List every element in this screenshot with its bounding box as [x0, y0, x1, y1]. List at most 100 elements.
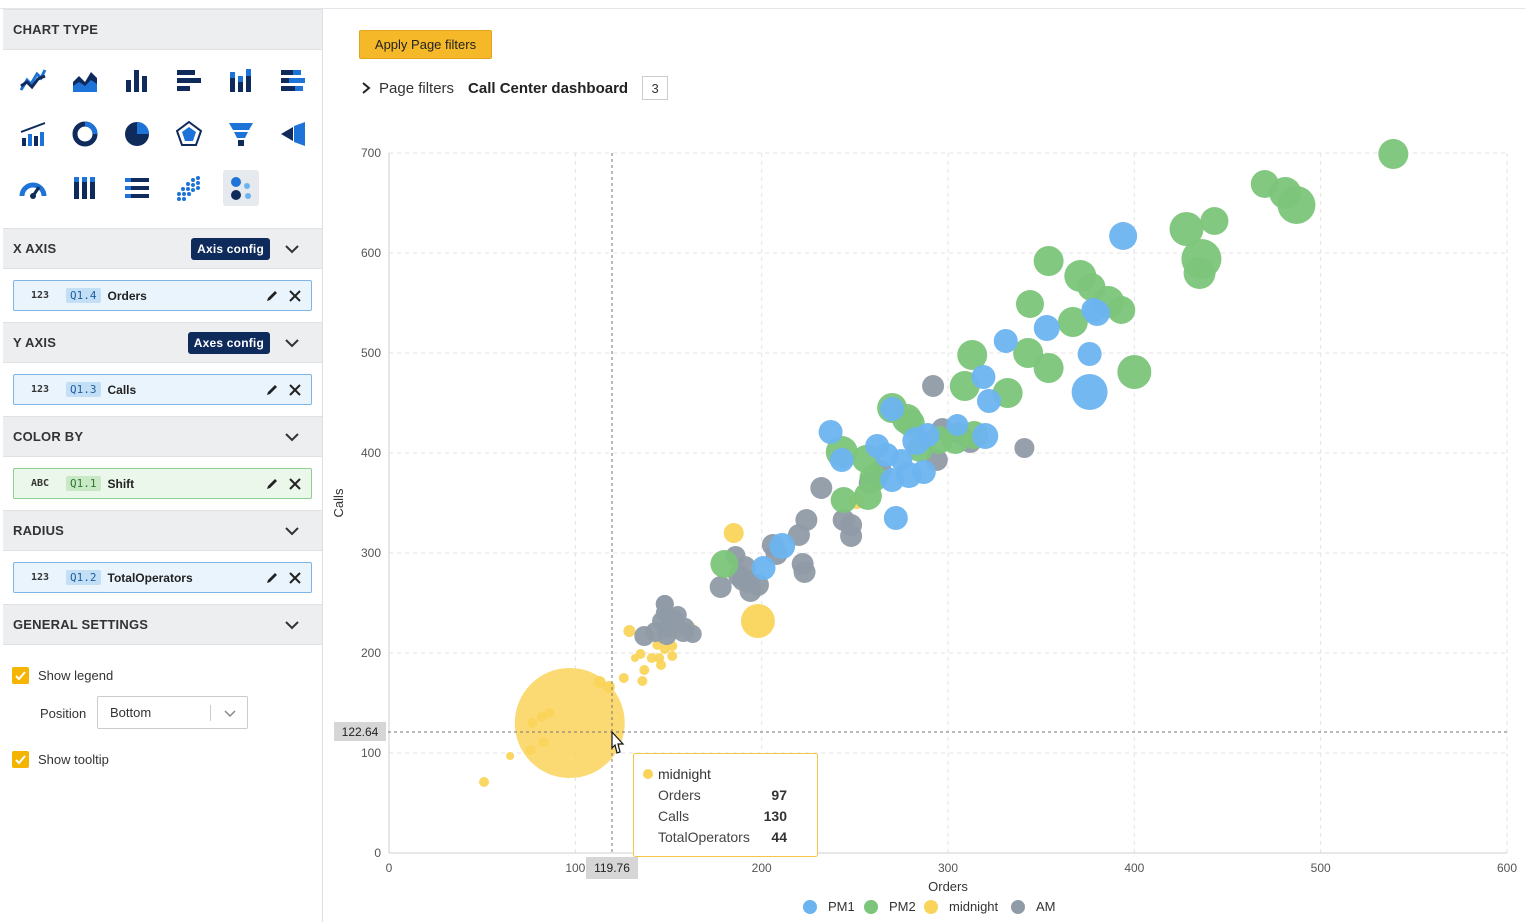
y-axis-header[interactable]: Y AXIS Axes config [3, 322, 322, 363]
axis-config-button[interactable]: Axis config [191, 238, 270, 260]
x-axis-header[interactable]: X AXIS Axis config [3, 228, 322, 269]
chevron-right-icon[interactable] [359, 81, 373, 95]
stacked-column-icon[interactable] [223, 62, 259, 98]
chevron-down-icon[interactable] [284, 429, 300, 445]
bubble-point-pm2 [710, 550, 739, 578]
bubble-point-midnight [740, 604, 775, 638]
axes-config-button[interactable]: Axes config [187, 332, 270, 354]
bubble-point-am [1014, 438, 1035, 458]
bubble-point-midnight [667, 651, 678, 661]
bubble-point-am [683, 625, 702, 643]
legend-position-value: Bottom [110, 705, 152, 720]
radar-chart-icon[interactable] [171, 116, 207, 152]
column-chart-icon[interactable] [119, 62, 155, 98]
x-axis-title: X AXIS [13, 241, 57, 256]
radius-header[interactable]: RADIUS [3, 510, 322, 551]
bubble-point-pm1 [911, 460, 936, 484]
bubble-point-pm1 [1077, 342, 1102, 366]
page-filters-label[interactable]: Page filters [379, 79, 455, 97]
show-legend-label: Show legend [38, 668, 114, 683]
x-tick-label: 100 [565, 861, 585, 875]
column-table-icon[interactable] [67, 170, 103, 206]
area-chart-icon[interactable] [67, 62, 103, 98]
combo-chart-icon[interactable] [15, 116, 51, 152]
legend-label-am: AM [1036, 899, 1056, 914]
bubble-point-midnight [630, 654, 639, 662]
color-by-field[interactable]: ABC Q1.1 Shift [13, 468, 312, 499]
tooltip-series-name: midnight [658, 766, 711, 782]
color-by-header[interactable]: COLOR BY [3, 416, 322, 457]
bubble-point-midnight [602, 681, 615, 693]
bubble-point-pm1 [972, 423, 999, 449]
row-table-icon[interactable] [119, 170, 155, 206]
legend-marker-midnight [924, 900, 938, 914]
radius-title: RADIUS [13, 523, 65, 538]
pyramid-chart-icon[interactable] [275, 116, 311, 152]
chart-legend: PM1 PM2 midnight AM [803, 899, 1056, 914]
pencil-icon[interactable] [265, 477, 279, 491]
checkbox-checked-icon[interactable] [12, 667, 29, 684]
apply-page-filters-button[interactable]: Apply Page filters [359, 30, 492, 59]
stacked-bar-icon[interactable] [275, 62, 311, 98]
show-tooltip-label: Show tooltip [38, 752, 109, 767]
checkbox-checked-icon[interactable] [12, 751, 29, 768]
legend-label-pm1: PM1 [828, 899, 855, 914]
pencil-icon[interactable] [265, 383, 279, 397]
bubble-point-pm1 [818, 420, 843, 444]
chevron-down-icon[interactable] [284, 241, 300, 257]
pencil-icon[interactable] [265, 289, 279, 303]
bubble-point-pm1 [971, 365, 996, 389]
tooltip-row-value: 44 [771, 829, 787, 845]
bubble-point-pm1 [1081, 298, 1106, 322]
general-settings-header[interactable]: GENERAL SETTINGS [3, 604, 322, 645]
bubble-point-midnight [637, 676, 648, 686]
chevron-down-icon[interactable] [284, 335, 300, 351]
bubble-point-midnight [652, 640, 663, 650]
pie-chart-icon[interactable] [119, 116, 155, 152]
bubble-chart[interactable]: 0 100 200 300 400 500 600 0 100 200 300 400 500 600 70… [323, 110, 1525, 922]
bubble-point-pm1 [976, 389, 1001, 413]
bubble-point-am [634, 626, 655, 646]
chevron-down-icon[interactable] [284, 617, 300, 633]
heatmap-chart-icon[interactable] [171, 170, 207, 206]
donut-chart-icon[interactable] [67, 116, 103, 152]
pencil-icon[interactable] [265, 571, 279, 585]
hand-cursor-icon [611, 730, 625, 754]
bubble-point-midnight [639, 665, 650, 675]
bubble-point-pm1 [1109, 222, 1138, 250]
bubble-point-midnight [506, 752, 515, 760]
close-icon[interactable] [288, 383, 302, 397]
bar-chart-icon[interactable] [171, 62, 207, 98]
bubble-point-midnight [646, 653, 657, 663]
close-icon[interactable] [288, 477, 302, 491]
bubble-point-pm2 [1107, 296, 1136, 324]
close-icon[interactable] [288, 289, 302, 303]
gauge-chart-icon[interactable] [15, 170, 51, 206]
x-axis-title: Orders [928, 879, 968, 894]
y-axis-field[interactable]: 123 Q1.3 Calls [13, 374, 312, 405]
funnel-chart-icon[interactable] [223, 116, 259, 152]
bubble-point-midnight [525, 745, 536, 755]
chevron-down-icon[interactable] [223, 706, 237, 720]
page-filters-bar[interactable]: Page filters Call Center dashboard 3 [359, 76, 669, 100]
y-tick-label: 600 [361, 246, 381, 260]
crosshair-y-label: 122.64 [342, 725, 379, 739]
show-tooltip-checkbox[interactable]: Show tooltip [12, 751, 109, 768]
tooltip-row-label: Calls [658, 808, 689, 824]
chart-type-header: CHART TYPE [3, 9, 322, 50]
query-badge: Q1.3 [66, 382, 101, 397]
chevron-down-icon[interactable] [284, 523, 300, 539]
close-icon[interactable] [288, 571, 302, 585]
y-tick-label: 700 [361, 146, 381, 160]
x-axis-field[interactable]: 123 Q1.4 Orders [13, 280, 312, 311]
legend-position-select[interactable]: Bottom [97, 696, 248, 729]
field-type: 123 [30, 572, 50, 583]
field-name: Calls [107, 382, 137, 397]
show-legend-checkbox[interactable]: Show legend [12, 667, 113, 684]
chart-crosshair: 122.64 119.76 [334, 153, 1507, 879]
bubble-point-pm2 [1015, 290, 1044, 318]
bubble-chart-icon[interactable] [223, 170, 259, 206]
bubble-point-am [709, 576, 732, 598]
line-chart-icon[interactable] [15, 62, 51, 98]
radius-field[interactable]: 123 Q1.2 TotalOperators [13, 562, 312, 593]
